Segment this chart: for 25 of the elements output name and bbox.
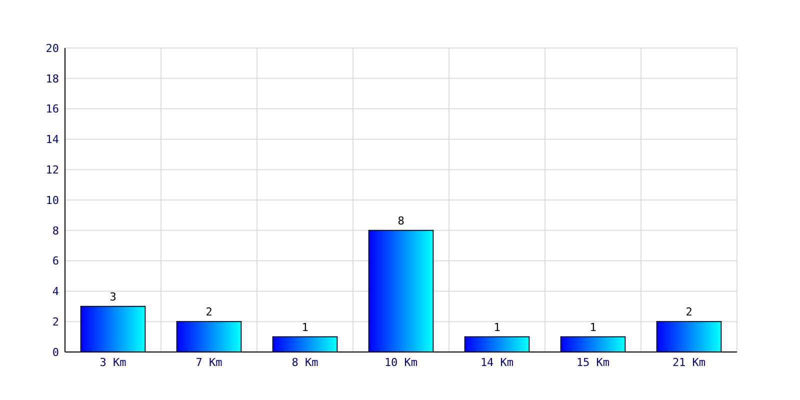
y-tick-label: 6 xyxy=(52,254,59,268)
data-label: 1 xyxy=(494,320,500,334)
x-tick-label: 8 Km xyxy=(292,356,319,369)
y-tick-label: 16 xyxy=(46,102,59,116)
x-tick-label: 15 Km xyxy=(576,356,610,369)
y-tick-label: 12 xyxy=(46,163,59,176)
data-label: 2 xyxy=(206,306,212,319)
data-label: 3 xyxy=(110,290,116,304)
y-tick-label: 4 xyxy=(52,285,60,298)
y-tick-label: 10 xyxy=(46,194,59,207)
data-label: 1 xyxy=(302,320,308,334)
y-tick-label: 18 xyxy=(46,72,59,86)
x-tick-label: 21 Km xyxy=(672,356,706,369)
x-tick-label: 14 Km xyxy=(480,356,514,369)
data-label: 1 xyxy=(590,320,596,334)
y-tick-label: 0 xyxy=(52,346,59,359)
x-tick-label: 3 Km xyxy=(100,356,127,369)
y-tick-label: 14 xyxy=(46,133,60,146)
data-label: 2 xyxy=(686,306,692,319)
y-tick-label: 20 xyxy=(46,42,59,55)
data-label: 8 xyxy=(398,214,404,228)
x-tick-label: 10 Km xyxy=(384,356,418,369)
y-tick-label: 2 xyxy=(52,315,59,328)
x-tick-label: 7 Km xyxy=(196,356,223,369)
y-tick-label: 8 xyxy=(52,224,59,238)
